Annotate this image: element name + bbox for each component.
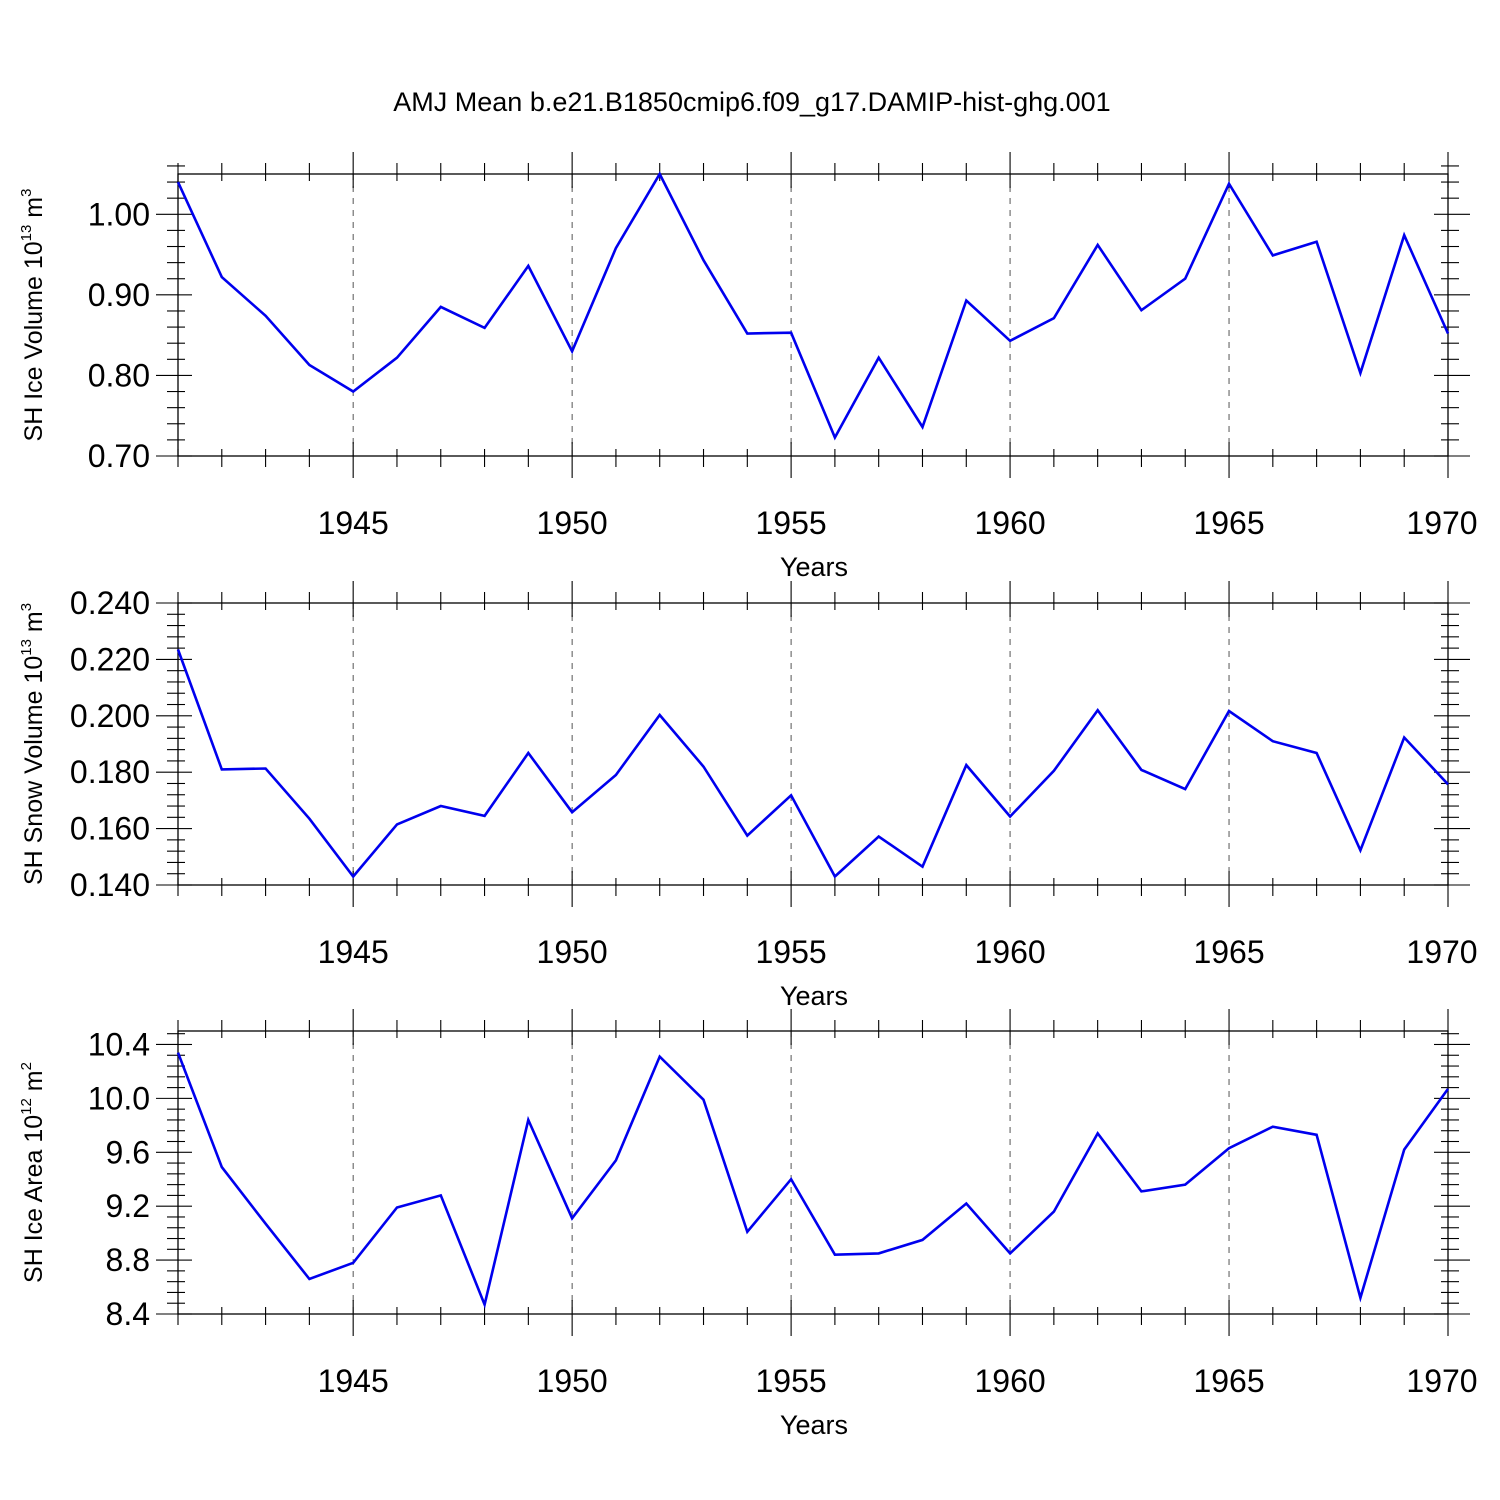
- x-tick-label: 1945: [318, 505, 389, 541]
- x-tick-label: 1970: [1406, 934, 1477, 970]
- y-axis-label-unit-exponent: 3: [18, 189, 35, 197]
- x-tick-label: 1960: [974, 934, 1045, 970]
- y-tick-label: 10.0: [88, 1080, 150, 1116]
- y-tick-label: 0.140: [70, 867, 150, 903]
- x-tick-label: 1965: [1193, 934, 1264, 970]
- x-tick-label: 1970: [1406, 505, 1477, 541]
- y-tick-label: 0.80: [88, 357, 150, 393]
- y-tick-label: 9.2: [106, 1188, 150, 1224]
- y-tick-label: 8.8: [106, 1242, 150, 1278]
- x-tick-label: 1960: [974, 1363, 1045, 1399]
- panels: 1945 1950 1955 1960 1965 1970 Years 0.70 0.80 0.9…: [18, 152, 1478, 1440]
- x-tick-label: 1955: [756, 505, 827, 541]
- y-tick-label: 0.160: [70, 811, 150, 847]
- plot-frame: [177, 1030, 1449, 1315]
- panel-2: 1945 1950 1955 1960 1965 1970 Years 0.140 0.160 0…: [18, 581, 1478, 1011]
- y-tick-label: 0.200: [70, 698, 150, 734]
- y-axis-label: SH Ice Volume 1013 m3: [18, 189, 48, 442]
- series-line: [176, 171, 1450, 441]
- y-tick-label: 0.180: [70, 754, 150, 790]
- y-axis-label-exponent: 12: [18, 1098, 35, 1115]
- series-line: [176, 649, 1449, 879]
- y-axis-label-unit-exponent: 3: [18, 603, 35, 611]
- x-tick-label: 1955: [756, 1363, 827, 1399]
- y-axis-label-exponent: 13: [18, 225, 35, 242]
- x-axis-label: Years: [780, 552, 848, 582]
- y-axis-label: SH Ice Area 1012 m2: [18, 1062, 48, 1283]
- x-tick-label: 1965: [1193, 1363, 1264, 1399]
- y-tick-label: 0.240: [70, 585, 150, 621]
- y-axis-label-unit-exponent: 2: [18, 1062, 35, 1070]
- plot-frame: [177, 173, 1449, 457]
- panel-1: 1945 1950 1955 1960 1965 1970 Years 0.70 0.80 0.9…: [18, 152, 1478, 582]
- x-tick-label: 1950: [537, 1363, 608, 1399]
- y-tick-label: 9.6: [106, 1134, 150, 1170]
- x-axis-label: Years: [780, 981, 848, 1011]
- y-axis-label-exponent: 13: [18, 639, 35, 656]
- series-line: [176, 1052, 1450, 1309]
- y-tick-label: 0.70: [88, 438, 150, 474]
- y-axis-label-text: SH Ice Area 10: [20, 1115, 48, 1283]
- x-tick-label: 1950: [537, 505, 608, 541]
- y-axis-label-unit: m: [20, 1070, 48, 1098]
- y-tick-label: 8.4: [106, 1296, 150, 1332]
- x-tick-label: 1955: [756, 934, 827, 970]
- y-axis-label-text: SH Ice Volume 10: [20, 241, 48, 441]
- x-axis-label: Years: [780, 1410, 848, 1440]
- y-axis-label: SH Snow Volume 1013 m3: [18, 603, 48, 885]
- panel-3: 1945 1950 1955 1960 1965 1970 Years 8.4 8.8 9.2 9.…: [18, 1009, 1478, 1440]
- y-tick-label: 0.90: [88, 277, 150, 313]
- x-tick-label: 1945: [318, 1363, 389, 1399]
- x-tick-label: 1970: [1406, 1363, 1477, 1399]
- figure-title: AMJ Mean b.e21.B1850cmip6.f09_g17.DAMIP-…: [393, 87, 1110, 117]
- y-tick-label: 1.00: [88, 196, 150, 232]
- plot-frame: [177, 602, 1449, 886]
- y-tick-label: 0.220: [70, 641, 150, 677]
- x-tick-label: 1965: [1193, 505, 1264, 541]
- y-axis-label-unit: m: [20, 197, 48, 225]
- x-tick-label: 1945: [318, 934, 389, 970]
- y-axis-label-text: SH Snow Volume 10: [20, 656, 48, 885]
- x-tick-label: 1960: [974, 505, 1045, 541]
- y-tick-label: 10.4: [88, 1026, 150, 1062]
- y-axis-label-unit: m: [20, 611, 48, 639]
- x-tick-label: 1950: [537, 934, 608, 970]
